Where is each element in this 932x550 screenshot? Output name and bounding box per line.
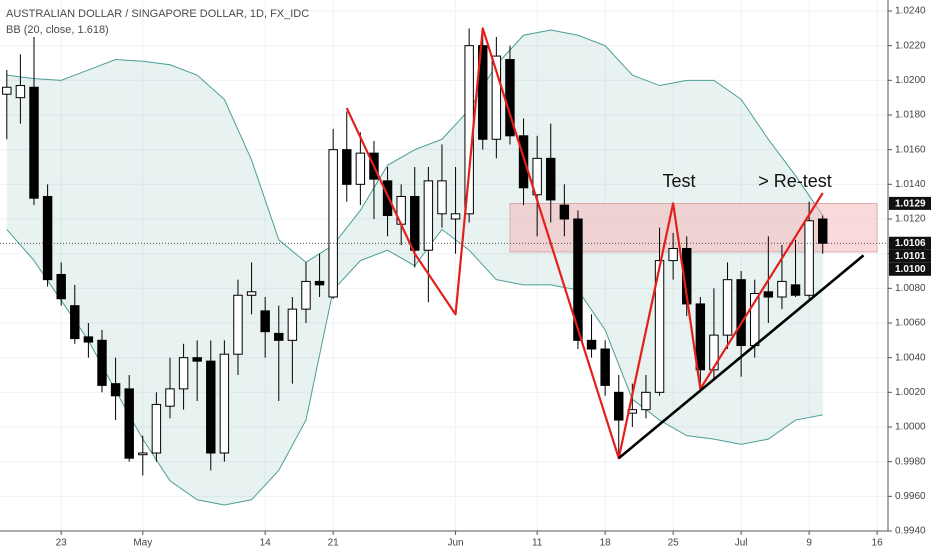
price-marker (889, 236, 931, 250)
candle-body (97, 339, 107, 386)
candle-body (29, 86, 39, 199)
y-tick-label: 1.0020 (895, 387, 926, 398)
candle-body (450, 213, 461, 220)
candle-body (586, 339, 597, 350)
x-tick-label: 14 (260, 538, 272, 549)
candle-body (260, 310, 270, 333)
candle-body (722, 279, 733, 336)
x-tick-label: 21 (328, 538, 340, 549)
candle-body (83, 336, 94, 343)
candle-body (314, 280, 325, 286)
candle-body (600, 348, 610, 386)
candle-body (736, 279, 746, 347)
trend-line (617, 254, 865, 460)
y-tick-label: 1.0160 (895, 144, 926, 155)
candle-body (138, 452, 148, 456)
y-tick-label: 1.0120 (895, 214, 926, 225)
x-tick-label: May (133, 538, 152, 549)
y-tick-label: 1.0080 (895, 283, 926, 294)
annotation: Test (662, 171, 695, 191)
candle-body (668, 247, 678, 262)
candle-body (491, 55, 502, 140)
x-tick-label: 25 (668, 538, 680, 549)
candle-body (777, 280, 787, 298)
candle-body (206, 360, 216, 454)
candle-body (165, 388, 175, 407)
y-tick-label: 1.0220 (895, 40, 926, 51)
candle-body (246, 291, 257, 296)
band-upper (6, 29, 824, 263)
zigzag-line (345, 27, 824, 460)
candle-body (70, 305, 80, 340)
x-tick-label: 16 (872, 538, 884, 549)
x-tick-label: 9 (806, 538, 812, 549)
candle-body (178, 357, 189, 390)
x-tick-label: 18 (600, 538, 612, 549)
price-marker-label: 1.0101 (895, 251, 926, 262)
candle-body (423, 180, 434, 251)
candle-body (654, 260, 665, 393)
candle-body (233, 294, 243, 355)
x-tick-label: Jul (735, 538, 748, 549)
candle-body (709, 334, 719, 371)
price-marker (889, 249, 931, 263)
candle-body (641, 391, 651, 411)
price-marker-label: 1.0106 (895, 238, 926, 249)
candle-body (790, 284, 801, 296)
candle-body (219, 353, 230, 454)
candle-body (192, 357, 202, 362)
candle-body (437, 180, 447, 215)
candle-body (42, 195, 53, 281)
candle-body (559, 204, 570, 220)
candle-body (478, 45, 488, 140)
candle-body (546, 157, 556, 201)
y-tick-label: 1.0240 (895, 6, 926, 17)
candle-body (532, 157, 542, 196)
x-tick-label: 11 (532, 538, 543, 549)
candle-body (301, 280, 311, 310)
candle-body (328, 149, 338, 298)
candle-body (287, 308, 298, 341)
chart-title: AUSTRALIAN DOLLAR / SINGAPORE DOLLAR, 1D… (6, 8, 309, 20)
y-tick-label: 1.0200 (895, 75, 926, 86)
candle-body (573, 218, 583, 341)
candle-body (110, 383, 121, 397)
y-tick-label: 1.0000 (895, 422, 926, 433)
x-tick-label: 23 (56, 538, 68, 549)
indicator-label: BB (20, close, 1.618) (6, 24, 109, 36)
candle-body (818, 218, 828, 244)
y-tick-label: 0.9940 (895, 526, 926, 537)
candle-body (614, 391, 624, 421)
y-tick-label: 0.9960 (895, 491, 926, 502)
price-marker (889, 262, 931, 276)
candle-body (410, 195, 420, 251)
y-tick-label: 1.0140 (895, 179, 926, 190)
candle-body (682, 247, 692, 305)
y-tick-label: 1.0040 (895, 352, 926, 363)
price-marker-label: 1.0129 (895, 198, 926, 209)
candle-body (804, 220, 814, 296)
candle-body (274, 332, 284, 341)
x-tick-label: Jun (447, 538, 463, 549)
candle-body (763, 291, 774, 298)
candle-body (151, 403, 162, 454)
candle-body (695, 303, 706, 371)
y-tick-label: 1.0060 (895, 318, 926, 329)
price-marker (889, 196, 931, 210)
candle-body (382, 180, 393, 217)
y-tick-label: 1.0180 (895, 110, 926, 121)
candle-body (2, 86, 12, 95)
candle-body (342, 149, 352, 185)
candle-body (124, 388, 134, 459)
candle-body (518, 135, 529, 189)
y-tick-label: 0.9980 (895, 456, 926, 467)
annotation: > Re-test (758, 171, 832, 191)
candle-body (56, 273, 66, 300)
resistance-zone (509, 202, 878, 253)
price-marker-label: 1.0100 (895, 264, 926, 275)
candle-body (355, 152, 366, 185)
candle-body (15, 85, 26, 99)
